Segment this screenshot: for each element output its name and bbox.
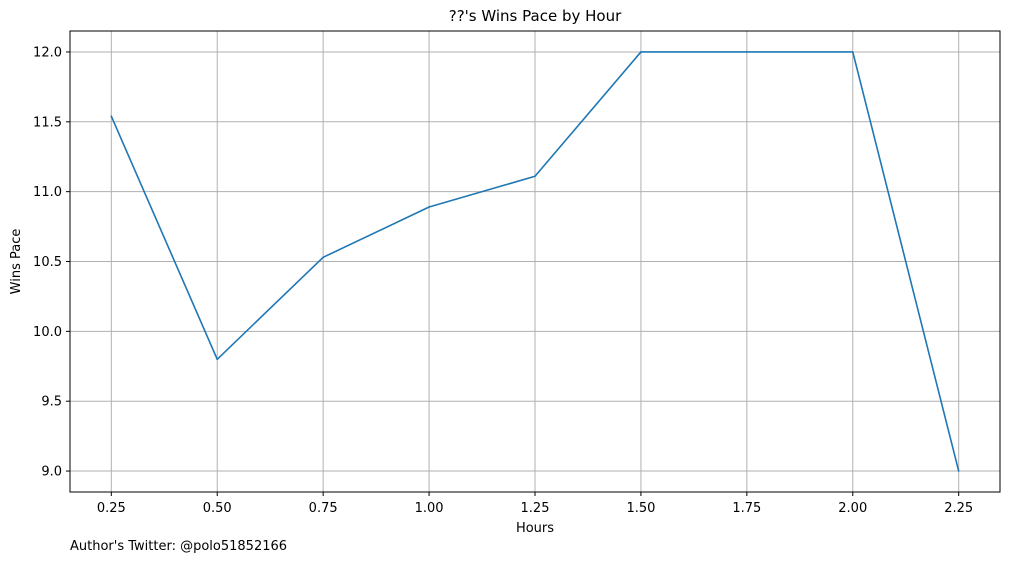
data-point	[110, 115, 113, 118]
data-point	[957, 470, 960, 472]
tick-layer: 0.25 0.50 0.75 1.00 1.25 1.50 1.75 2.00 2.25 9.0 9…	[33, 45, 973, 516]
data-point	[640, 51, 642, 53]
data-point	[322, 256, 324, 259]
x-axis-label: Hours	[516, 521, 554, 536]
x-tick-label: 1.25	[521, 501, 550, 516]
y-tick-label: 11.0	[33, 185, 62, 200]
y-tick-label: 11.5	[33, 115, 62, 130]
x-tick-label: 2.25	[944, 501, 973, 516]
y-tick-label: 9.0	[41, 465, 62, 480]
x-tick-label: 1.50	[626, 501, 655, 516]
series-layer	[110, 51, 960, 472]
x-tick-label: 0.50	[203, 501, 232, 516]
x-tick-label: 0.25	[97, 501, 126, 516]
x-tick-label: 1.75	[732, 501, 761, 516]
data-point	[851, 51, 854, 53]
y-axis-label: Wins Pace	[9, 229, 24, 295]
x-tick-label: 0.75	[309, 501, 338, 516]
y-tick-label: 10.5	[33, 255, 62, 270]
author-credit: Author's Twitter: @polo51852166	[70, 539, 287, 554]
data-point	[534, 175, 536, 178]
x-tick-label: 1.00	[415, 501, 444, 516]
data-point	[746, 51, 748, 53]
data-point	[428, 206, 430, 208]
data-point	[216, 358, 219, 361]
x-tick-label: 2.00	[838, 501, 867, 516]
y-tick-label: 9.5	[41, 395, 62, 410]
chart-title: ??'s Wins Pace by Hour	[449, 7, 622, 25]
y-tick-label: 10.0	[33, 325, 62, 340]
grid-layer	[70, 31, 1000, 492]
y-tick-label: 12.0	[33, 45, 62, 60]
